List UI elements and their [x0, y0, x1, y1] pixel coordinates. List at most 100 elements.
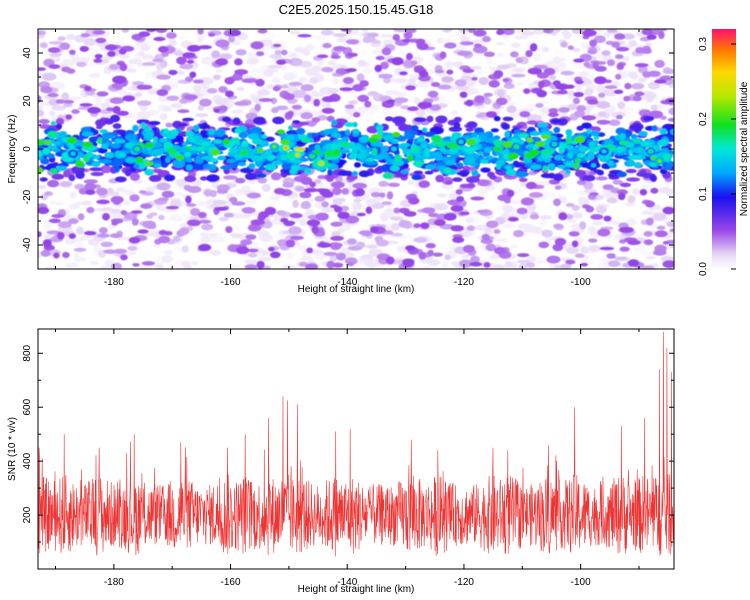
- heatmap-cell: [407, 180, 414, 186]
- heatmap-cell: [516, 81, 523, 86]
- heatmap-cell: [323, 251, 338, 256]
- heatmap-cell: [308, 77, 319, 84]
- heatmap-cell: [199, 176, 208, 181]
- heatmap-cell: [158, 229, 168, 236]
- heatmap-cell: [393, 207, 401, 214]
- heatmap-cell: [598, 92, 606, 98]
- heatmap-cell: [332, 149, 341, 156]
- heatmap-cell: [538, 241, 550, 249]
- heatmap-cell: [441, 76, 454, 83]
- heatmap-cell: [399, 49, 408, 55]
- heatmap-cell: [443, 212, 457, 221]
- heatmap-cell: [103, 249, 117, 254]
- heatmap-cell: [221, 116, 232, 123]
- heatmap-cell: [337, 170, 351, 176]
- heatmap-cell: [502, 223, 516, 229]
- heatmap-cell: [95, 37, 107, 44]
- heatmap-cell: [289, 30, 301, 35]
- heatmap-cell: [267, 84, 275, 89]
- heatmap-cell: [97, 137, 103, 145]
- heatmap-cell: [288, 81, 303, 87]
- heatmap-cell: [300, 112, 313, 120]
- heatmap-cell: [234, 128, 242, 134]
- heatmap-cell: [185, 195, 192, 204]
- heatmap-cell: [125, 68, 137, 73]
- heatmap-cell: [48, 47, 61, 53]
- heatmap-cell: [156, 182, 171, 191]
- heatmap-cell: [450, 205, 464, 212]
- heatmap-cell: [479, 201, 486, 206]
- heatmap-cell: [84, 182, 97, 191]
- heatmap-cell: [392, 177, 401, 184]
- heatmap-cell: [517, 149, 525, 157]
- heatmap-cell: [583, 61, 591, 68]
- heatmap-cell: [597, 228, 611, 237]
- heatmap-cell: [121, 29, 129, 33]
- spectrogram-plot: -180 -160 -140 -120 -100 -40 -20 0 20 40 Height o…: [7, 28, 675, 295]
- heatmap-cell: [270, 252, 279, 258]
- heatmap-cell: [332, 131, 338, 138]
- heatmap-cell: [466, 183, 476, 189]
- heatmap-cell: [525, 262, 535, 268]
- heatmap-cell: [141, 261, 156, 266]
- heatmap-cell: [271, 107, 279, 114]
- heatmap-cell: [321, 66, 334, 73]
- heatmap-cell: [118, 53, 131, 59]
- heatmap-cell: [386, 191, 394, 200]
- heatmap-cell: [376, 124, 384, 131]
- heatmap-cell: [251, 138, 263, 145]
- heatmap-cell: [378, 73, 393, 79]
- heatmap-cell: [46, 230, 61, 235]
- heatmap-cell: [270, 172, 282, 181]
- heatmap-cell: [80, 33, 91, 38]
- heatmap-cell: [435, 174, 445, 183]
- heatmap-cell: [134, 92, 143, 97]
- heatmap-cell: [99, 112, 113, 118]
- heatmap-cell: [158, 138, 168, 143]
- heatmap-cell: [659, 75, 673, 81]
- heatmap-cell: [223, 175, 238, 180]
- heatmap-cell: [581, 204, 591, 209]
- heatmap-cell: [199, 98, 212, 107]
- heatmap-cell: [183, 94, 198, 100]
- heatmap-cell: [229, 196, 238, 203]
- heatmap-cell: [235, 246, 250, 255]
- heatmap-cell: [137, 51, 146, 57]
- heatmap-cell: [503, 148, 510, 156]
- spectrogram-xtick-label: -100: [571, 277, 591, 288]
- heatmap-cell: [129, 194, 140, 202]
- heatmap-cell: [612, 220, 621, 226]
- heatmap-cell: [397, 135, 407, 142]
- heatmap-cell: [588, 141, 596, 149]
- heatmap-cell: [91, 161, 100, 167]
- heatmap-cell: [215, 39, 230, 48]
- heatmap-cell: [380, 61, 389, 70]
- heatmap-cell: [494, 246, 506, 255]
- heatmap-cell: [464, 217, 475, 223]
- heatmap-cell: [299, 191, 312, 199]
- heatmap-cell: [190, 138, 196, 143]
- heatmap-cell: [120, 210, 128, 216]
- heatmap-cell: [166, 95, 180, 101]
- heatmap-cell: [115, 139, 126, 144]
- heatmap-cell: [165, 122, 174, 128]
- heatmap-hotspot-core: [284, 146, 288, 150]
- heatmap-cell: [186, 145, 192, 151]
- heatmap-cell: [159, 113, 168, 121]
- heatmap-cell: [492, 264, 506, 269]
- heatmap-cell: [418, 70, 429, 78]
- heatmap-cell: [580, 262, 589, 267]
- heatmap-cell: [281, 162, 293, 170]
- heatmap-cell: [362, 67, 373, 74]
- heatmap-cell: [434, 203, 449, 211]
- heatmap-cell: [614, 33, 626, 40]
- heatmap-cell: [505, 168, 517, 176]
- heatmap-cell: [471, 132, 478, 138]
- heatmap-cell: [515, 57, 524, 64]
- heatmap-cell: [73, 247, 87, 252]
- heatmap-cell: [84, 85, 92, 91]
- heatmap-cell: [321, 201, 329, 208]
- heatmap-cell: [417, 138, 424, 143]
- heatmap-cell: [385, 256, 395, 265]
- heatmap-cell: [437, 84, 452, 90]
